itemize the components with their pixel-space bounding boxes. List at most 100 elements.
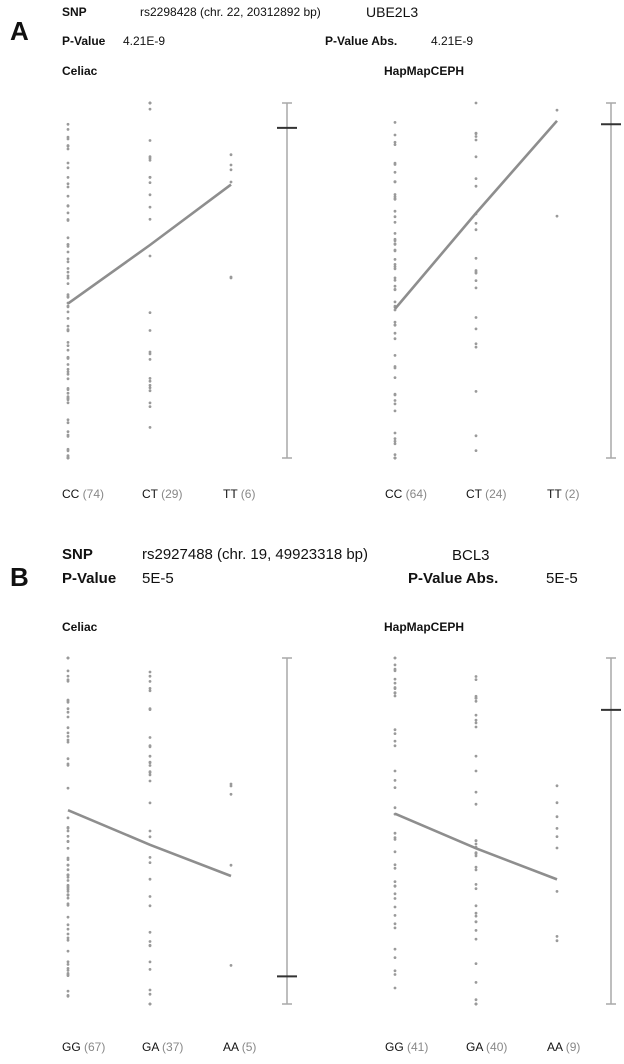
data-point xyxy=(393,686,397,689)
data-point xyxy=(474,904,478,908)
data-point xyxy=(66,938,70,942)
data-point xyxy=(148,377,152,380)
data-point xyxy=(393,232,397,235)
data-point xyxy=(148,904,152,908)
data-point xyxy=(393,331,397,335)
data-point xyxy=(66,715,70,719)
data-point xyxy=(474,177,478,181)
data-point xyxy=(66,879,70,882)
data-point xyxy=(148,426,152,429)
data-point xyxy=(474,937,478,941)
genotype-count: (29) xyxy=(157,487,183,501)
data-point xyxy=(229,863,233,867)
data-point xyxy=(66,786,70,790)
data-point xyxy=(393,863,397,867)
data-point xyxy=(66,994,70,997)
data-point xyxy=(66,973,70,976)
data-point xyxy=(66,194,70,198)
data-point xyxy=(66,293,70,297)
data-point xyxy=(229,180,233,184)
data-point xyxy=(393,892,397,896)
data-point xyxy=(229,782,233,786)
data-point xyxy=(474,929,478,932)
data-point xyxy=(66,430,70,433)
data-point xyxy=(474,221,478,225)
pvalue-label: P-Value xyxy=(62,34,106,48)
data-point xyxy=(474,842,478,846)
data-point xyxy=(393,143,397,147)
data-point xyxy=(148,856,152,859)
data-point xyxy=(393,806,397,810)
data-point xyxy=(474,920,478,924)
data-point xyxy=(393,354,397,357)
data-point xyxy=(66,182,70,186)
data-point xyxy=(148,405,152,408)
data-point xyxy=(148,930,152,934)
data-point xyxy=(66,310,70,314)
gene-name: UBE2L3 xyxy=(366,4,419,20)
data-point xyxy=(393,399,397,402)
genotype-name: GG xyxy=(62,1040,81,1054)
data-point xyxy=(393,258,397,261)
data-point xyxy=(66,329,70,332)
data-point xyxy=(66,868,70,872)
snp-label: SNP xyxy=(62,5,87,19)
data-point xyxy=(148,736,152,739)
genotype-expression-plot-b xyxy=(66,656,621,1006)
data-point xyxy=(393,249,397,253)
data-point xyxy=(148,217,152,221)
data-point xyxy=(393,779,397,782)
data-point xyxy=(393,866,397,870)
data-point xyxy=(66,949,70,953)
data-point xyxy=(393,880,397,883)
data-point xyxy=(66,893,70,897)
data-point xyxy=(393,850,397,854)
data-point xyxy=(393,884,397,888)
data-point xyxy=(393,681,397,685)
data-point xyxy=(66,731,70,735)
genotype-label: GG (67) xyxy=(62,1040,105,1054)
data-point xyxy=(555,935,559,938)
data-point xyxy=(393,276,397,280)
data-point xyxy=(474,675,478,678)
data-point xyxy=(66,274,70,278)
data-point xyxy=(474,135,478,138)
data-point xyxy=(66,902,70,906)
data-point xyxy=(66,960,70,964)
data-point xyxy=(66,455,70,458)
data-point xyxy=(66,656,70,660)
data-point xyxy=(66,355,70,359)
data-point xyxy=(474,228,478,232)
gene-name: BCL3 xyxy=(452,547,490,564)
genotype-label: AA (5) xyxy=(223,1040,256,1054)
data-point xyxy=(148,835,152,839)
genotype-label: CC (74) xyxy=(62,487,104,501)
data-point xyxy=(393,239,397,243)
genotype-count: (67) xyxy=(80,1040,106,1054)
data-point xyxy=(66,250,70,254)
pvalue-label: P-Value xyxy=(62,570,117,587)
data-point xyxy=(393,836,397,839)
data-point xyxy=(474,694,478,698)
data-point xyxy=(66,211,70,215)
data-point xyxy=(393,161,397,165)
data-point xyxy=(66,846,70,850)
data-point xyxy=(474,802,478,806)
data-point xyxy=(66,161,70,165)
data-point xyxy=(148,877,152,881)
data-point xyxy=(474,911,478,915)
data-point xyxy=(66,874,70,877)
data-point xyxy=(474,998,478,1002)
data-point xyxy=(66,923,70,927)
subplot-title-hapmap: HapMapCEPH xyxy=(384,64,465,78)
data-point xyxy=(66,304,70,308)
data-point xyxy=(66,122,70,126)
panel-a: A SNP rs2298428 (chr. 22, 20312892 bp) U… xyxy=(0,0,624,520)
data-point xyxy=(148,193,152,197)
data-point xyxy=(393,215,397,219)
data-point xyxy=(393,431,397,435)
data-point xyxy=(66,936,70,940)
data-point xyxy=(474,132,478,136)
data-point xyxy=(66,267,70,270)
data-point xyxy=(474,699,478,703)
